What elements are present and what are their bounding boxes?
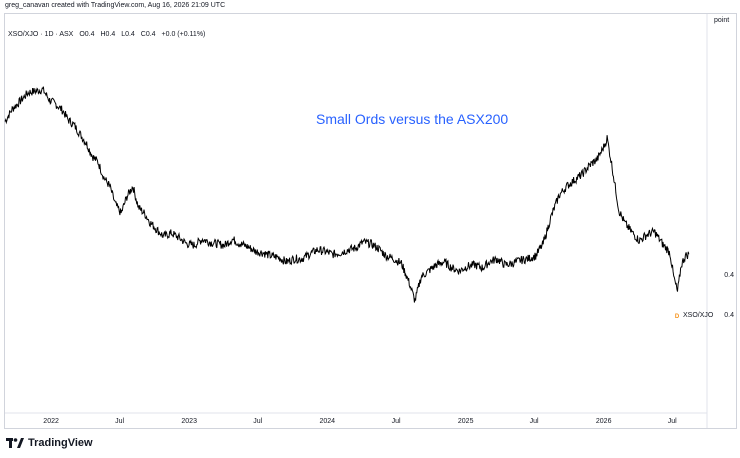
series-tag: XSO/XJO <box>683 312 714 319</box>
legend-high: H0.4 <box>100 31 116 38</box>
time-axis-label: 2022 <box>43 418 59 425</box>
time-axis-label: Jul <box>667 418 677 425</box>
price-axis-upper-label: 0.4 <box>724 272 734 279</box>
chart-credit: greg_canavan created with TradingView.co… <box>5 2 226 9</box>
time-axis-label: Jul <box>253 418 263 425</box>
legend-change: +0.0 (+0.11%) <box>161 31 206 38</box>
time-axis-label: 2023 <box>181 418 197 425</box>
footer-brand-label: TradingView <box>28 437 93 449</box>
dividend-marker[interactable]: D <box>673 313 681 321</box>
time-axis-label: 2025 <box>457 418 474 425</box>
chart-title: Small Ords versus the ASX200 <box>316 111 509 127</box>
series-line-xso-xjo <box>4 86 690 303</box>
chart-frame <box>4 13 737 429</box>
legend-open: O0.4 <box>79 31 95 38</box>
legend-symbol[interactable]: XSO/XJO · 1D · ASX <box>8 31 74 38</box>
tradingview-logo-icon <box>6 438 24 448</box>
legend-low: L0.4 <box>121 31 135 38</box>
time-axis-label: Jul <box>529 418 539 425</box>
time-axis-label: 2026 <box>595 418 612 425</box>
price-axis-unit[interactable]: point <box>714 17 730 24</box>
time-axis-label: 2024 <box>319 418 336 425</box>
time-axis-label: Jul <box>115 418 125 425</box>
time-axis-label: Jul <box>391 418 401 425</box>
chart-legend: XSO/XJO · 1D · ASX O0.4 H0.4 L0.4 C0.4 +… <box>8 31 209 38</box>
footer-brand[interactable]: TradingView <box>6 437 93 449</box>
legend-close: C0.4 <box>140 31 156 38</box>
price-axis-last-label: 0.4 <box>724 312 734 319</box>
